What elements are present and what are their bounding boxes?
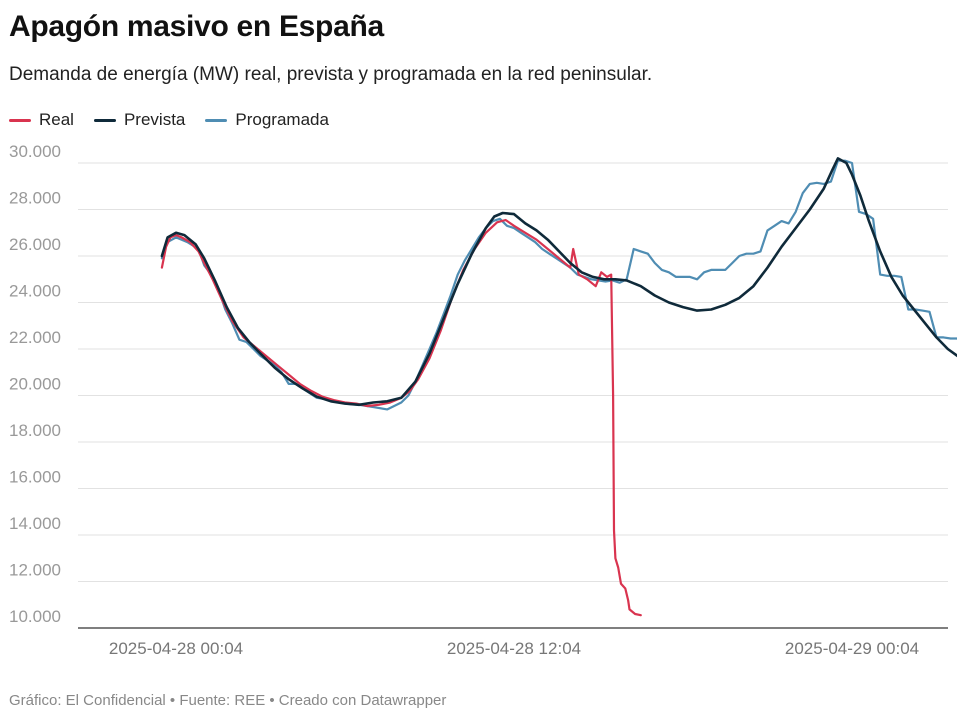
y-tick-label: 10.000 xyxy=(9,607,61,626)
y-tick-label: 18.000 xyxy=(9,421,61,440)
y-tick-label: 22.000 xyxy=(9,328,61,347)
x-tick-label: 2025-04-28 00:04 xyxy=(109,639,243,658)
legend: Real Prevista Programada xyxy=(9,110,329,130)
legend-swatch-real xyxy=(9,118,31,122)
legend-item-programada: Programada xyxy=(205,110,329,130)
y-tick-label: 30.000 xyxy=(9,142,61,161)
y-tick-label: 20.000 xyxy=(9,375,61,394)
legend-swatch-prevista xyxy=(93,118,116,122)
legend-label-prevista: Prevista xyxy=(123,110,186,129)
grid-lines xyxy=(78,162,948,629)
series-line-real xyxy=(160,218,642,617)
x-axis-ticks: 2025-04-28 00:04 2025-04-28 12:04 2025-04-… xyxy=(109,639,919,658)
y-tick-label: 26.000 xyxy=(9,235,61,254)
chart-title: Apagón masivo en España xyxy=(9,10,384,43)
legend-label-programada: Programada xyxy=(235,110,329,129)
y-tick-label: 24.000 xyxy=(9,282,61,301)
series-line-prevista xyxy=(160,157,957,407)
y-tick-label: 12.000 xyxy=(9,561,61,580)
y-axis-ticks: 10.000 12.000 14.000 16.000 18.000 20.000 22.0… xyxy=(9,142,61,626)
legend-label-real: Real xyxy=(39,110,74,129)
y-tick-label: 28.000 xyxy=(9,189,61,208)
y-tick-label: 14.000 xyxy=(9,514,61,533)
y-tick-label: 16.000 xyxy=(9,468,61,487)
x-tick-label: 2025-04-29 00:04 xyxy=(785,639,919,658)
legend-swatch-programada xyxy=(205,118,228,122)
chart-subtitle: Demanda de energía (MW) real, prevista y… xyxy=(9,64,653,85)
series-lines xyxy=(160,157,957,617)
legend-item-prevista: Prevista xyxy=(93,110,186,130)
x-tick-label: 2025-04-28 12:04 xyxy=(447,639,581,658)
footer-credits: Gráfico: El Confidencial • Fuente: REE •… xyxy=(9,692,447,709)
legend-item-real: Real xyxy=(9,110,74,130)
